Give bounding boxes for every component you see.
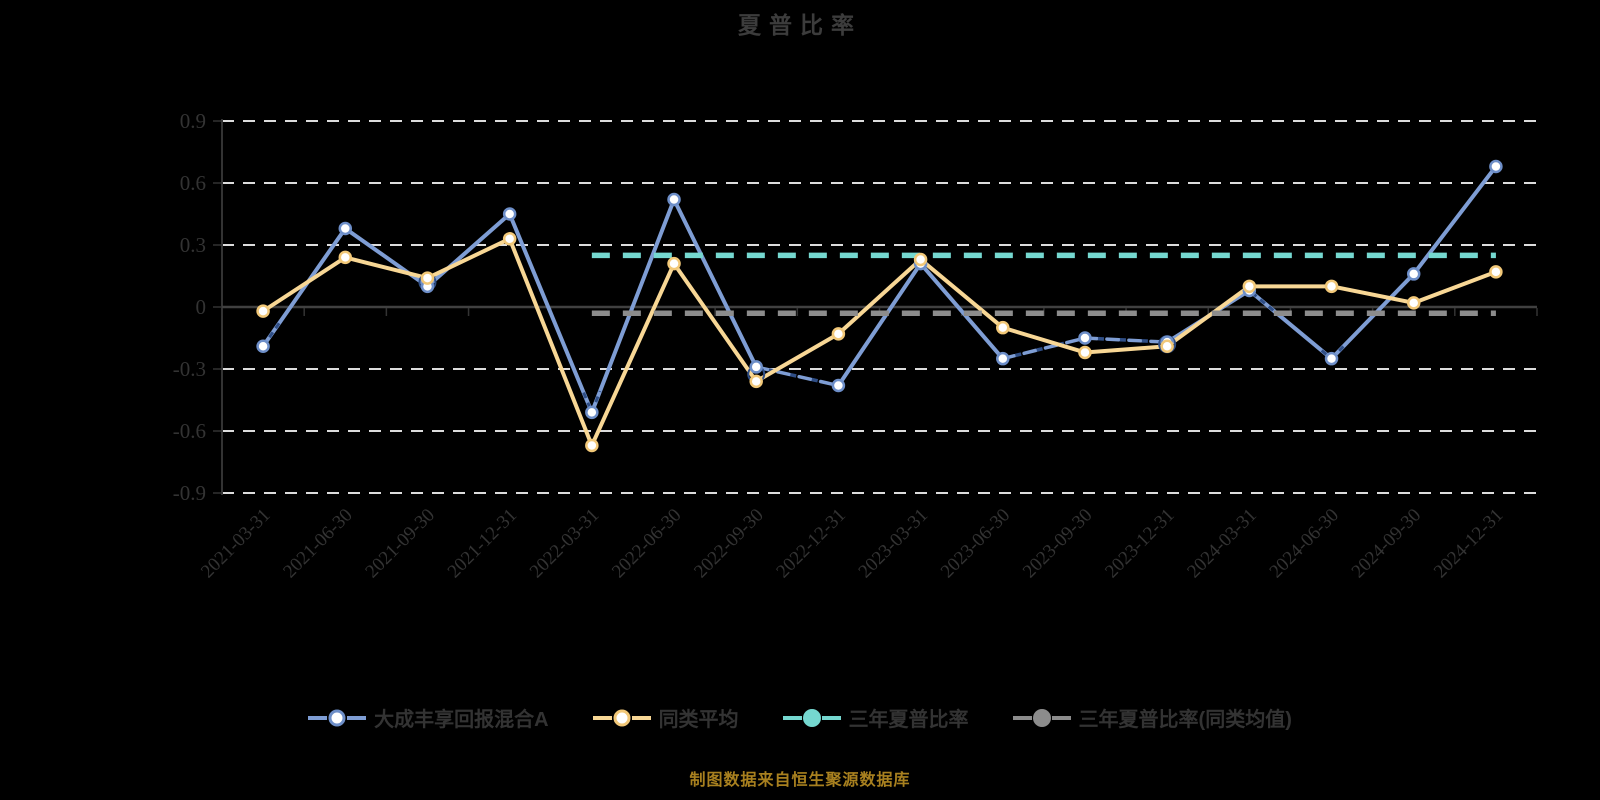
fund-series-line: [425, 212, 512, 289]
data-marker-peer: [667, 256, 681, 271]
data-marker-peer: [420, 271, 435, 285]
data-marker-peer: [1324, 279, 1339, 294]
data-marker-peer: [585, 438, 599, 453]
chart-title-text: 夏普比率: [738, 12, 862, 38]
x-axis-label: 2021-03-31: [197, 505, 275, 583]
fund-series-line: [589, 197, 677, 415]
chart-title: 夏普比率: [0, 6, 1600, 40]
fund-series-dash-artifact: [1320, 349, 1333, 360]
data-marker-fund: [749, 360, 763, 374]
legend-item-fund[interactable]: 大成丰享回报混合A: [308, 703, 549, 732]
data-marker-peer: [1489, 265, 1503, 279]
y-axis-label: 0.3: [180, 233, 206, 257]
y-axis-label: 0.9: [180, 109, 206, 133]
y-axis-label: -0.6: [173, 419, 206, 443]
x-axis-label: 2021-06-30: [279, 505, 357, 583]
y-axis-label: 0: [196, 295, 207, 319]
legend-marker-three-year-sharpe: [782, 708, 841, 727]
data-marker-fund: [338, 221, 353, 236]
x-axis-label: 2022-03-31: [526, 505, 604, 583]
data-marker-peer: [749, 374, 763, 389]
x-axis-label: 2024-12-31: [1430, 505, 1508, 583]
data-marker-peer: [1078, 345, 1092, 360]
legend-label-fund: 大成丰享回报混合A: [374, 709, 549, 731]
x-axis-label: 2021-09-30: [361, 505, 439, 583]
legend-label-three-year-sharpe-peer: 三年夏普比率(同类均值): [1078, 709, 1292, 731]
data-marker-fund: [1406, 267, 1421, 281]
fund-series-line: [918, 261, 1005, 361]
fund-series-line: [1329, 271, 1416, 361]
x-axis-label: 2021-12-31: [444, 505, 522, 583]
x-axis-label: 2022-06-30: [608, 505, 686, 583]
fund-series-line: [507, 212, 594, 415]
peer-series-line: [261, 236, 1498, 448]
fund-series-dashed-segment-dark: [1084, 336, 1168, 344]
y-axis-label: -0.9: [173, 481, 206, 505]
legend-item-three-year-sharpe[interactable]: 三年夏普比率: [782, 703, 969, 732]
legend-marker-three-year-sharpe-peer: [1012, 708, 1071, 727]
fund-series-line: [672, 197, 759, 369]
data-marker-fund: [1078, 331, 1092, 345]
fund-series-dash-artifact: [582, 391, 594, 413]
y-axis-label: 0.6: [180, 171, 206, 195]
x-axis-label: 2023-09-30: [1019, 505, 1097, 583]
x-axis-label: 2023-12-31: [1101, 505, 1179, 583]
legend-marker-peer-average: [592, 709, 651, 726]
fund-series-line: [343, 226, 430, 289]
data-marker-peer: [502, 232, 517, 246]
data-marker-fund: [996, 351, 1010, 366]
data-marker-peer: [256, 304, 270, 318]
x-axis-label: 2023-06-30: [937, 505, 1015, 583]
fund-series-dashed-segment-dark: [755, 365, 839, 388]
fund-series-dash-artifact: [1250, 291, 1280, 316]
data-marker-fund: [831, 378, 846, 393]
data-marker-peer: [1406, 296, 1421, 310]
data-marker-fund: [667, 192, 681, 207]
x-axis-label: 2024-09-30: [1348, 505, 1426, 583]
fund-series-dashed-segment: [754, 365, 841, 388]
x-axis-label: 2024-03-31: [1183, 505, 1261, 583]
x-axis-label: 2022-09-30: [690, 505, 768, 583]
data-marker-peer: [1242, 279, 1257, 294]
data-marker-fund: [256, 339, 270, 354]
legend-label-three-year-sharpe: 三年夏普比率: [848, 709, 969, 731]
x-axis-label: 2024-06-30: [1266, 505, 1344, 583]
data-marker-fund: [1324, 351, 1339, 366]
fund-series-dashed-segment: [1083, 336, 1169, 344]
fund-series-line: [1411, 164, 1498, 276]
data-marker-fund: [1489, 159, 1503, 174]
source-note-text: 制图数据来自恒生聚源数据库: [689, 772, 911, 789]
y-axis-label: -0.3: [173, 357, 206, 381]
data-marker-fund: [585, 405, 599, 420]
legend-marker-fund: [308, 709, 367, 726]
chart-legend: 大成丰享回报混合A 同类平均 三年夏普比率 三年夏普比率(同类均值): [0, 703, 1600, 732]
data-marker-fund: [502, 207, 517, 221]
data-marker-peer: [1160, 339, 1174, 354]
fund-series-line: [836, 261, 923, 388]
data-marker-peer: [831, 327, 846, 341]
legend-label-peer-average: 同类平均: [658, 709, 739, 731]
data-marker-peer: [338, 250, 353, 265]
legend-item-three-year-sharpe-peer[interactable]: 三年夏普比率(同类均值): [1012, 703, 1292, 732]
fund-series-dashed-segment: [1001, 336, 1087, 361]
legend-item-peer-average[interactable]: 同类平均: [592, 703, 739, 732]
fund-series-line: [261, 226, 348, 349]
data-marker-peer: [996, 320, 1010, 335]
fund-series-dashed-segment-dark: [1002, 336, 1086, 361]
data-marker-peer: [913, 252, 928, 267]
x-axis-label: 2022-12-31: [772, 505, 850, 583]
x-axis-label: 2023-03-31: [855, 505, 933, 583]
source-note: 制图数据来自恒生聚源数据库: [0, 766, 1600, 790]
